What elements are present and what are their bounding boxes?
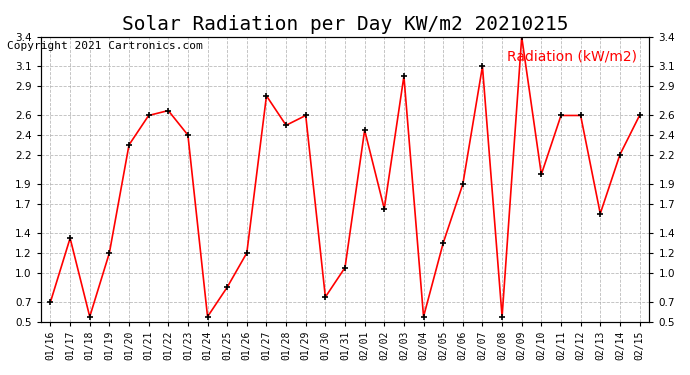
Radiation (kW/m2)	[360, 128, 368, 132]
Radiation (kW/m2)	[576, 113, 584, 118]
Radiation (kW/m2)	[538, 172, 546, 177]
Radiation (kW/m2)	[86, 315, 94, 319]
Radiation (kW/m2)	[557, 113, 565, 118]
Radiation (kW/m2)	[635, 113, 644, 118]
Radiation (kW/m2)	[439, 241, 447, 245]
Radiation (kW/m2)	[46, 300, 55, 304]
Radiation (kW/m2)	[66, 236, 75, 240]
Radiation (kW/m2)	[596, 211, 604, 216]
Radiation (kW/m2)	[282, 123, 290, 128]
Radiation (kW/m2)	[125, 142, 133, 147]
Radiation (kW/m2)	[164, 108, 172, 113]
Radiation (kW/m2)	[144, 113, 152, 118]
Radiation (kW/m2)	[420, 315, 428, 319]
Radiation (kW/m2)	[380, 207, 388, 211]
Line: Radiation (kW/m2): Radiation (kW/m2)	[47, 33, 643, 320]
Radiation (kW/m2)	[478, 64, 486, 69]
Radiation (kW/m2)	[243, 251, 251, 255]
Radiation (kW/m2)	[302, 113, 310, 118]
Radiation (kW/m2)	[106, 251, 114, 255]
Radiation (kW/m2)	[322, 295, 330, 299]
Radiation (kW/m2)	[184, 133, 192, 137]
Title: Solar Radiation per Day KW/m2 20210215: Solar Radiation per Day KW/m2 20210215	[121, 15, 569, 34]
Legend: Radiation (kW/m2): Radiation (kW/m2)	[502, 44, 642, 69]
Radiation (kW/m2)	[341, 266, 349, 270]
Radiation (kW/m2)	[615, 153, 624, 157]
Radiation (kW/m2)	[262, 94, 270, 98]
Radiation (kW/m2)	[223, 285, 231, 290]
Radiation (kW/m2)	[498, 315, 506, 319]
Text: Copyright 2021 Cartronics.com: Copyright 2021 Cartronics.com	[7, 41, 203, 51]
Radiation (kW/m2)	[518, 35, 526, 39]
Radiation (kW/m2)	[400, 74, 408, 78]
Radiation (kW/m2)	[459, 182, 467, 186]
Radiation (kW/m2)	[204, 315, 212, 319]
